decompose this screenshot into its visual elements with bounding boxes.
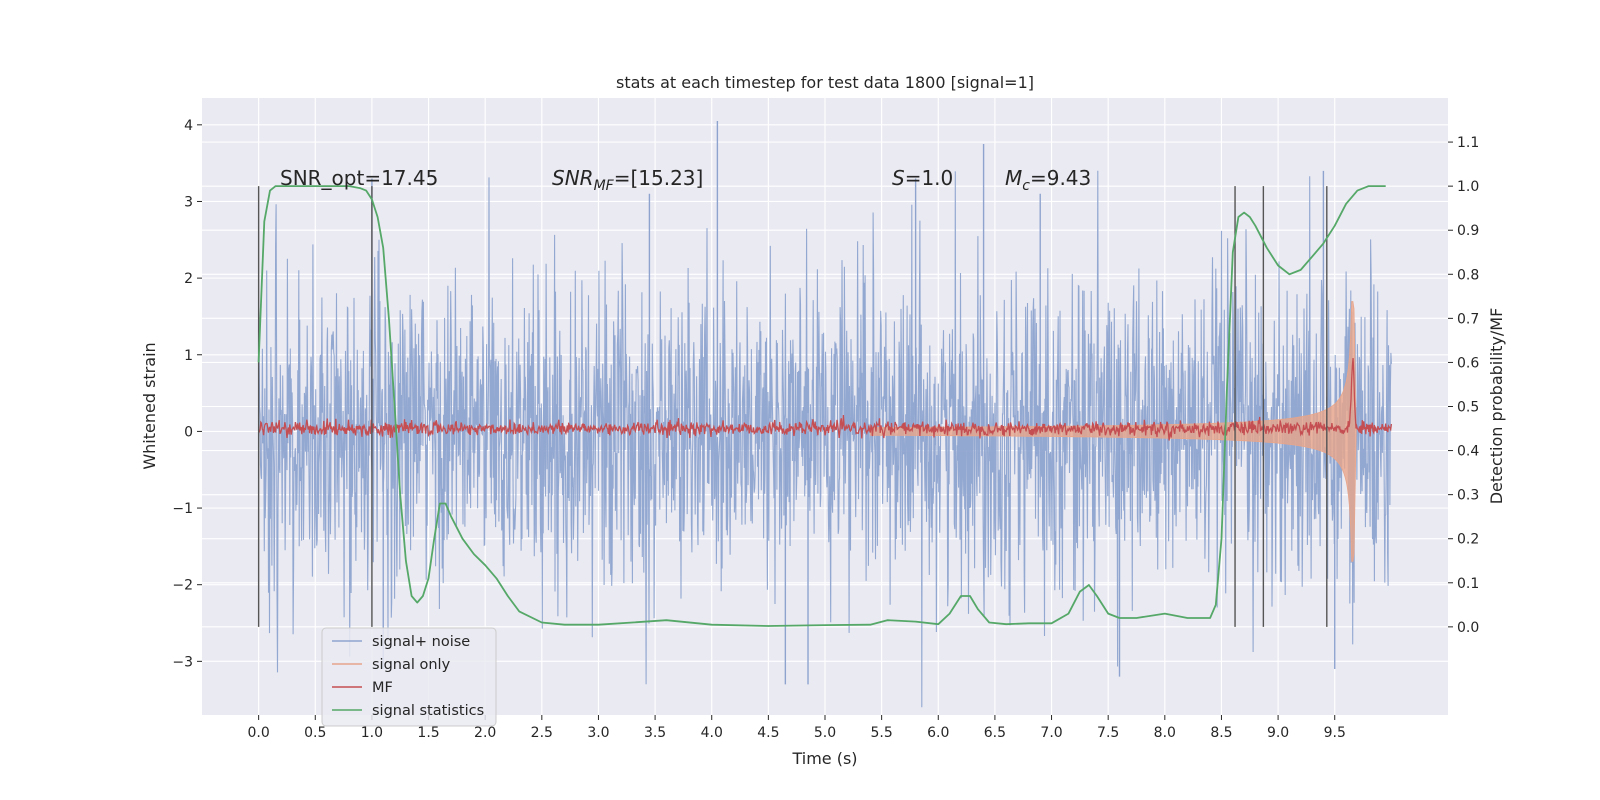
annotation-s: S=1.0: [892, 166, 953, 190]
x-tick-label: 2.5: [531, 725, 553, 741]
x-tick-label: 0.0: [248, 725, 270, 741]
legend-label-signal-only: signal only: [372, 657, 451, 673]
axis-ticks: 0.0 0.5 1.0 1.5 2.0 2.5 3.0 3.5 4.0 4.5 5.0 5.5 6.0 6…: [172, 118, 1479, 741]
y-right-tick-label: 0.0: [1457, 620, 1479, 636]
x-tick-label: 5.5: [871, 725, 893, 741]
legend-label-signal-statistics: signal statistics: [372, 703, 484, 719]
x-tick-label: 6.5: [984, 725, 1006, 741]
annotation-snr-mf: SNRMF=[15.23]: [552, 166, 703, 194]
annotation-mc-var: M: [1005, 166, 1022, 190]
x-tick-label: 1.0: [361, 725, 383, 741]
annotation-s-var: S: [892, 166, 905, 190]
chart-title: stats at each timestep for test data 180…: [616, 73, 1034, 92]
y-tick-label: 2: [184, 271, 193, 287]
x-tick-label: 9.0: [1267, 725, 1289, 741]
x-tick-label: 6.0: [927, 725, 949, 741]
legend: signal+ noise signal only MF signal stat…: [321, 627, 497, 727]
y-right-tick-label: 0.4: [1457, 444, 1479, 460]
y-right-tick-label: 0.2: [1457, 532, 1479, 548]
y-right-tick-label: 0.8: [1457, 267, 1479, 283]
y-axis-right-label: Detection probability/MF: [1487, 308, 1506, 505]
y-right-tick-label: 0.9: [1457, 223, 1479, 239]
signal-noise-series: [258, 120, 1392, 708]
y-right-tick-label: 1.1: [1457, 135, 1479, 151]
y-axis-label: Whitened strain: [140, 342, 159, 469]
annotation-snr-opt: SNR_opt=17.45: [280, 166, 438, 190]
legend-label-mf: MF: [372, 680, 393, 696]
y-right-tick-label: 1.0: [1457, 179, 1479, 195]
signal-noise-trace: [258, 170, 1392, 708]
vertical-markers: [257, 186, 1328, 627]
legend-label-signal-noise: signal+ noise: [372, 634, 470, 650]
mf-series: [257, 358, 1393, 441]
signal-only-envelope: [869, 301, 1357, 562]
annotation-mc-sub: c: [1022, 178, 1030, 194]
y-right-tick-label: 0.1: [1457, 576, 1479, 592]
x-tick-label: 4.0: [701, 725, 723, 741]
y-tick-label: 3: [184, 194, 193, 210]
x-tick-label: 7.5: [1097, 725, 1119, 741]
x-tick-label: 3.5: [644, 725, 666, 741]
annotation-snr-mf-val: =[15.23]: [614, 166, 704, 190]
y-tick-label: 1: [184, 348, 193, 364]
x-tick-label: 7.0: [1040, 725, 1062, 741]
legend-box: [321, 627, 497, 727]
y-right-tick-label: 0.3: [1457, 488, 1479, 504]
annotation-snr-mf-var: SNR: [552, 166, 594, 190]
x-tick-label: 2.0: [474, 725, 496, 741]
annotation-mc-val: =9.43: [1030, 166, 1091, 190]
mf-trace: [257, 358, 1393, 441]
signal-only-series: [869, 301, 1357, 562]
x-tick-label: 9.5: [1324, 725, 1346, 741]
y-tick-label: 0: [184, 424, 193, 440]
y-right-tick-label: 0.6: [1457, 355, 1479, 371]
x-tick-label: 3.0: [587, 725, 609, 741]
y-tick-label: −1: [172, 501, 193, 517]
y-right-tick-label: 0.5: [1457, 400, 1479, 416]
annotation-mc: Mc=9.43: [1005, 166, 1091, 194]
signal-statistics-series: [257, 185, 1386, 627]
x-tick-label: 8.5: [1210, 725, 1232, 741]
y-tick-label: −2: [172, 578, 193, 594]
y-tick-label: 4: [184, 118, 193, 134]
x-tick-label: 5.0: [814, 725, 836, 741]
x-tick-label: 8.0: [1154, 725, 1176, 741]
x-tick-label: 1.5: [417, 725, 439, 741]
y-tick-label: −3: [172, 654, 193, 670]
x-axis-label: Time (s): [791, 749, 857, 768]
y-right-tick-label: 0.7: [1457, 311, 1479, 327]
annotation-s-val: =1.0: [905, 166, 954, 190]
annotation-snr-mf-sub: MF: [594, 178, 615, 194]
x-tick-label: 0.5: [304, 725, 326, 741]
x-tick-label: 4.5: [757, 725, 779, 741]
signal-statistics-trace: [257, 185, 1386, 627]
